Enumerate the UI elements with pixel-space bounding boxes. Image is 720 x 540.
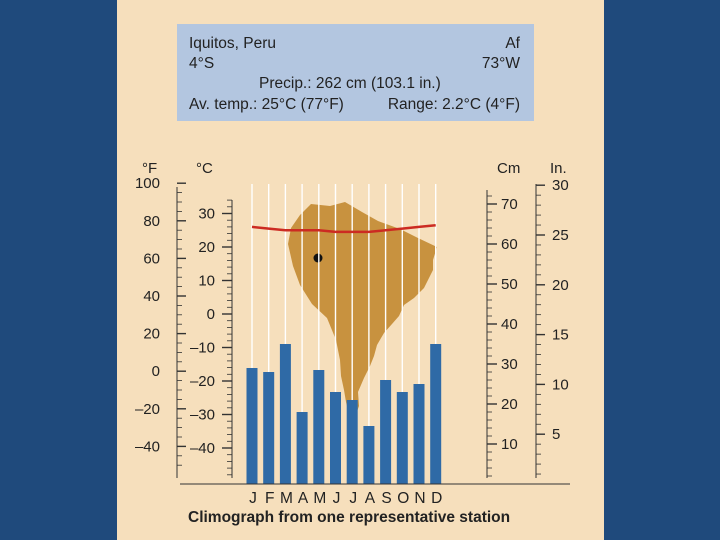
fahrenheit-tick-label: 20 <box>143 326 160 343</box>
inch-tick-label: 20 <box>552 277 569 294</box>
cm-tick-label: 10 <box>501 436 518 453</box>
south-america-map <box>288 202 437 420</box>
celsius-tick-label: 0 <box>207 306 215 323</box>
inch-axis-label: In. <box>550 160 567 177</box>
climate-code: Af <box>505 35 520 52</box>
month-label: M <box>313 490 326 507</box>
cm-tick-label: 60 <box>501 236 518 253</box>
month-label: A <box>365 490 376 507</box>
fahrenheit-axis-label: °F <box>142 160 157 177</box>
fahrenheit-tick-label: 0 <box>152 363 160 380</box>
cm-tick-label: 20 <box>501 396 518 413</box>
month-label: F <box>265 490 274 507</box>
month-label: M <box>280 490 293 507</box>
precip-bar <box>296 412 308 484</box>
fahrenheit-tick-label: –20 <box>135 401 160 418</box>
fahrenheit-tick-label: –40 <box>135 438 160 455</box>
precip-bar <box>279 344 291 484</box>
temperature-line <box>251 223 436 234</box>
precip-total: Precip.: 262 cm (103.1 in.) <box>259 75 441 92</box>
chart-caption: Climograph from one representative stati… <box>188 509 511 526</box>
fahrenheit-tick-label: 40 <box>143 288 160 305</box>
precip-bar <box>363 426 375 484</box>
inch-tick-label: 30 <box>552 177 569 194</box>
station-location-marker <box>313 253 323 263</box>
month-label: J <box>349 490 357 507</box>
celsius-tick-label: 30 <box>198 206 215 223</box>
month-label: O <box>397 490 409 507</box>
precip-bar <box>263 372 275 484</box>
precip-bar <box>330 392 341 484</box>
station-name: Iquitos, Peru <box>189 35 277 52</box>
precip-bar <box>346 400 358 484</box>
month-label: N <box>414 490 425 507</box>
precip-bar <box>313 370 325 484</box>
celsius-tick-label: –40 <box>190 440 215 457</box>
cm-tick-label: 50 <box>501 276 518 293</box>
station-longitude: 73°W <box>481 55 520 72</box>
month-label: D <box>431 490 442 507</box>
average-temperature: Av. temp.: 25°C (77°F) <box>189 96 344 113</box>
month-label: J <box>249 490 257 507</box>
precip-bar <box>413 384 425 484</box>
fahrenheit-tick-label: 60 <box>143 250 160 267</box>
station-latitude: 4°S <box>189 55 215 72</box>
inch-tick-label: 5 <box>552 426 560 443</box>
inch-tick-label: 25 <box>552 227 569 244</box>
precip-bar <box>430 344 442 484</box>
cm-tick-label: 70 <box>501 196 518 213</box>
month-label: J <box>333 490 341 507</box>
precip-bar <box>246 368 258 484</box>
cm-axis-label: Cm <box>497 160 520 177</box>
fahrenheit-tick-label: 100 <box>135 175 160 192</box>
celsius-tick-label: –10 <box>190 340 215 357</box>
inch-tick-label: 15 <box>552 327 569 344</box>
celsius-tick-label: –20 <box>190 373 215 390</box>
station-info-box: Iquitos, Peru Af 4°S 73°W Precip.: 262 c… <box>177 24 534 121</box>
temperature-range: Range: 2.2°C (4°F) <box>387 96 520 113</box>
celsius-axis-label: °C <box>196 160 213 177</box>
precip-bar <box>396 392 408 484</box>
precip-bar <box>380 380 392 484</box>
celsius-tick-label: 10 <box>198 273 215 290</box>
celsius-tick-label: –30 <box>190 407 215 424</box>
celsius-tick-label: 20 <box>198 239 215 256</box>
cm-tick-label: 40 <box>501 316 518 333</box>
fahrenheit-tick-label: 80 <box>143 213 160 230</box>
inch-tick-label: 10 <box>552 376 569 393</box>
month-label: S <box>381 490 391 507</box>
month-label: A <box>298 490 309 507</box>
cm-tick-label: 30 <box>501 356 518 373</box>
